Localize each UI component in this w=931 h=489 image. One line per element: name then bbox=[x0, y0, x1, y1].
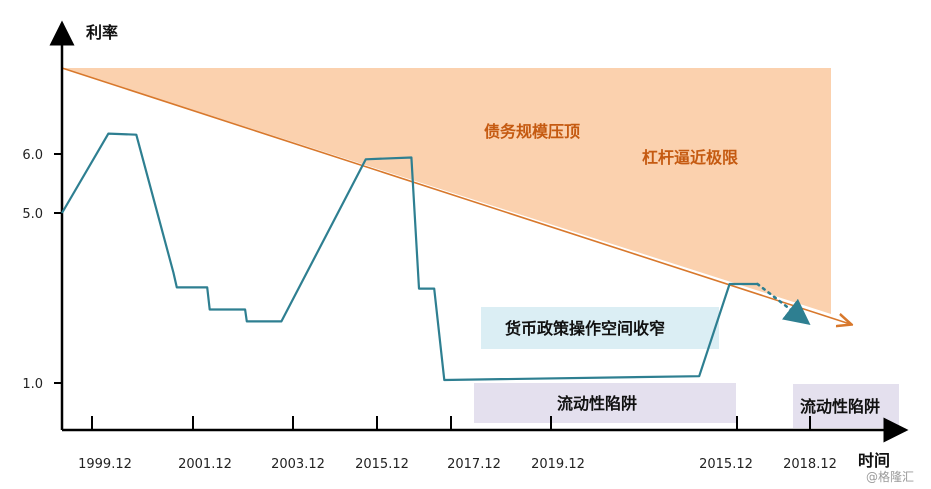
y-ticks: 6.0 5.0 1.0 bbox=[22, 148, 62, 392]
x-tick-label: 2001.12 bbox=[178, 457, 232, 472]
debt-ceiling-label: 债务规模压顶 bbox=[484, 122, 580, 141]
rate-projection-line bbox=[756, 282, 811, 325]
x-tick-label: 2015.12 bbox=[699, 457, 753, 472]
y-tick-label: 6.0 bbox=[22, 148, 43, 163]
x-tick-label: 2015.12 bbox=[355, 457, 409, 472]
debt-leverage-wedge bbox=[62, 68, 831, 314]
y-tick-label: 5.0 bbox=[22, 207, 43, 222]
rate-series-line bbox=[61, 132, 758, 382]
policy-space-box bbox=[481, 307, 719, 349]
liquidity-trap-label-2: 流动性陷阱 bbox=[800, 397, 880, 416]
liquidity-trap-box-1 bbox=[474, 383, 736, 423]
leverage-trend-arrow bbox=[61, 67, 850, 324]
x-axis-title: 时间 bbox=[858, 451, 890, 470]
x-tick-label: 2017.12 bbox=[447, 457, 501, 472]
x-ticks: 1999.12 2001.12 2003.12 2015.12 2017.12 2019.… bbox=[78, 416, 837, 472]
liquidity-trap-label-1: 流动性陷阱 bbox=[557, 394, 637, 413]
x-tick-label: 2019.12 bbox=[531, 457, 585, 472]
leverage-limit-label: 杠杆逼近极限 bbox=[642, 148, 739, 167]
y-axis-title: 利率 bbox=[86, 23, 118, 42]
policy-space-label: 货币政策操作空间收窄 bbox=[505, 319, 665, 338]
x-tick-label: 2018.12 bbox=[783, 457, 837, 472]
x-tick-label: 2003.12 bbox=[271, 457, 325, 472]
y-tick-label: 1.0 bbox=[22, 377, 43, 392]
x-tick-label: 1999.12 bbox=[78, 457, 132, 472]
watermark: @格隆汇 bbox=[866, 469, 914, 484]
